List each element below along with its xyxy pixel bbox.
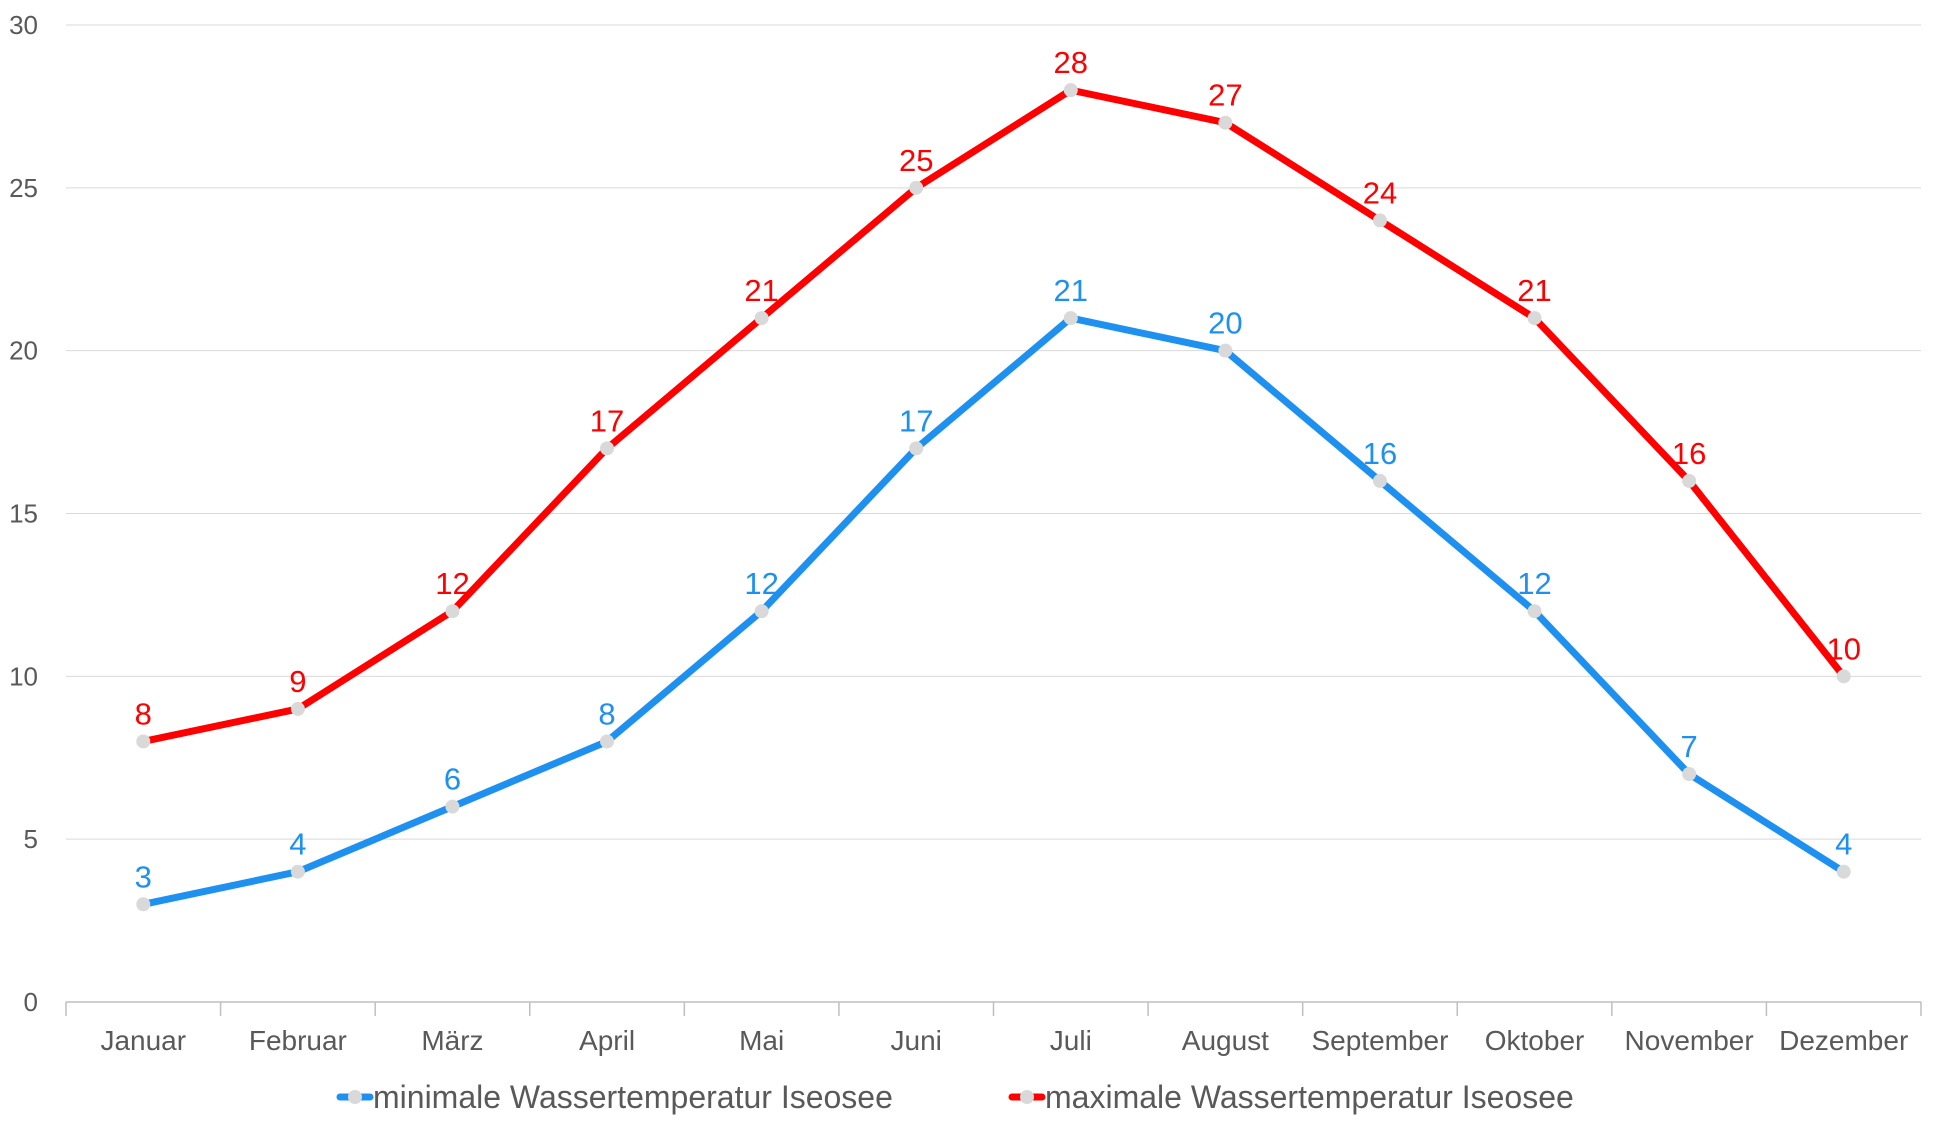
gridlines: [66, 24, 1921, 840]
x-tick-label: November: [1625, 1025, 1754, 1056]
legend: minimale Wassertemperatur Iseosee maximal…: [336, 1079, 1574, 1115]
x-tick-label: März: [421, 1025, 483, 1056]
data-label: 25: [899, 143, 933, 178]
data-label: 9: [289, 664, 306, 699]
x-tick-label: Januar: [100, 1025, 186, 1056]
data-label: 4: [289, 827, 306, 862]
data-label: 3: [135, 859, 152, 894]
y-tick-label: 25: [9, 173, 38, 203]
x-tick-label: Juli: [1050, 1025, 1092, 1056]
y-axis: 0 5 10 15 20 25 30: [9, 10, 38, 1017]
y-tick-label: 15: [9, 499, 38, 529]
data-point: [909, 441, 924, 456]
series-max: 8 9 12 17 21 25 28 27 24 21 16 10: [135, 45, 1861, 749]
data-label: 4: [1835, 827, 1852, 862]
data-label: 8: [135, 696, 152, 731]
x-tick-label: August: [1182, 1025, 1269, 1056]
data-point: [754, 604, 769, 619]
data-point: [1218, 115, 1233, 130]
series-line: [139, 86, 1848, 745]
y-tick-label: 30: [9, 10, 38, 40]
legend-entry: maximale Wassertemperatur Iseosee: [1008, 1079, 1574, 1115]
data-point: [1836, 669, 1851, 684]
y-tick-label: 10: [9, 661, 38, 691]
data-point: [1372, 213, 1387, 228]
data-point: [1682, 767, 1697, 782]
data-point: [136, 734, 151, 749]
data-point: [1218, 343, 1233, 358]
data-point: [445, 799, 460, 814]
legend-label: maximale Wassertemperatur Iseosee: [1045, 1079, 1574, 1115]
x-tick-label: Mai: [739, 1025, 784, 1056]
data-label: 16: [1363, 436, 1397, 471]
data-label: 12: [744, 566, 778, 601]
data-point: [1836, 864, 1851, 879]
data-label: 16: [1672, 436, 1706, 471]
data-point: [1527, 604, 1542, 619]
x-tick-label: Februar: [249, 1025, 347, 1056]
data-label: 27: [1208, 78, 1242, 113]
y-tick-label: 5: [24, 824, 38, 854]
data-label: 17: [899, 403, 933, 438]
series-min: 3 4 6 8 12 17 21 20 16 12 7 4: [135, 273, 1852, 912]
data-label: 21: [744, 273, 778, 308]
x-tick-label: September: [1311, 1025, 1448, 1056]
legend-swatch-marker: [348, 1090, 362, 1104]
data-label: 24: [1363, 175, 1397, 210]
data-label: 10: [1826, 631, 1860, 666]
x-axis: Januar Februar März April Mai Juni Juli August S…: [65, 1001, 1922, 1056]
series-line: [139, 314, 1848, 908]
data-label: 21: [1054, 273, 1088, 308]
data-point: [136, 897, 151, 912]
data-point: [290, 864, 305, 879]
y-tick-label: 20: [9, 336, 38, 366]
x-tick-label: Juni: [891, 1025, 942, 1056]
legend-swatch-marker: [1020, 1090, 1034, 1104]
data-point: [1372, 473, 1387, 488]
y-tick-label: 0: [24, 987, 38, 1017]
data-point: [290, 701, 305, 716]
x-tick-label: April: [579, 1025, 635, 1056]
data-label: 8: [598, 696, 615, 731]
data-label: 21: [1517, 273, 1551, 308]
data-label: 12: [1517, 566, 1551, 601]
data-point: [1063, 83, 1078, 98]
data-point: [600, 734, 615, 749]
data-label: 7: [1681, 729, 1698, 764]
data-label: 28: [1054, 45, 1088, 80]
x-tick-label: Oktober: [1485, 1025, 1585, 1056]
data-point: [1063, 311, 1078, 326]
data-label: 17: [590, 403, 624, 438]
legend-entry: minimale Wassertemperatur Iseosee: [336, 1079, 893, 1115]
data-label: 6: [444, 762, 461, 797]
legend-label: minimale Wassertemperatur Iseosee: [373, 1079, 893, 1115]
data-point: [600, 441, 615, 456]
data-point: [1682, 473, 1697, 488]
data-point: [754, 311, 769, 326]
x-tick-label: Dezember: [1779, 1025, 1908, 1056]
data-label: 12: [435, 566, 469, 601]
data-label: 20: [1208, 306, 1242, 341]
data-point: [1527, 311, 1542, 326]
data-point: [445, 604, 460, 619]
data-point: [909, 180, 924, 195]
